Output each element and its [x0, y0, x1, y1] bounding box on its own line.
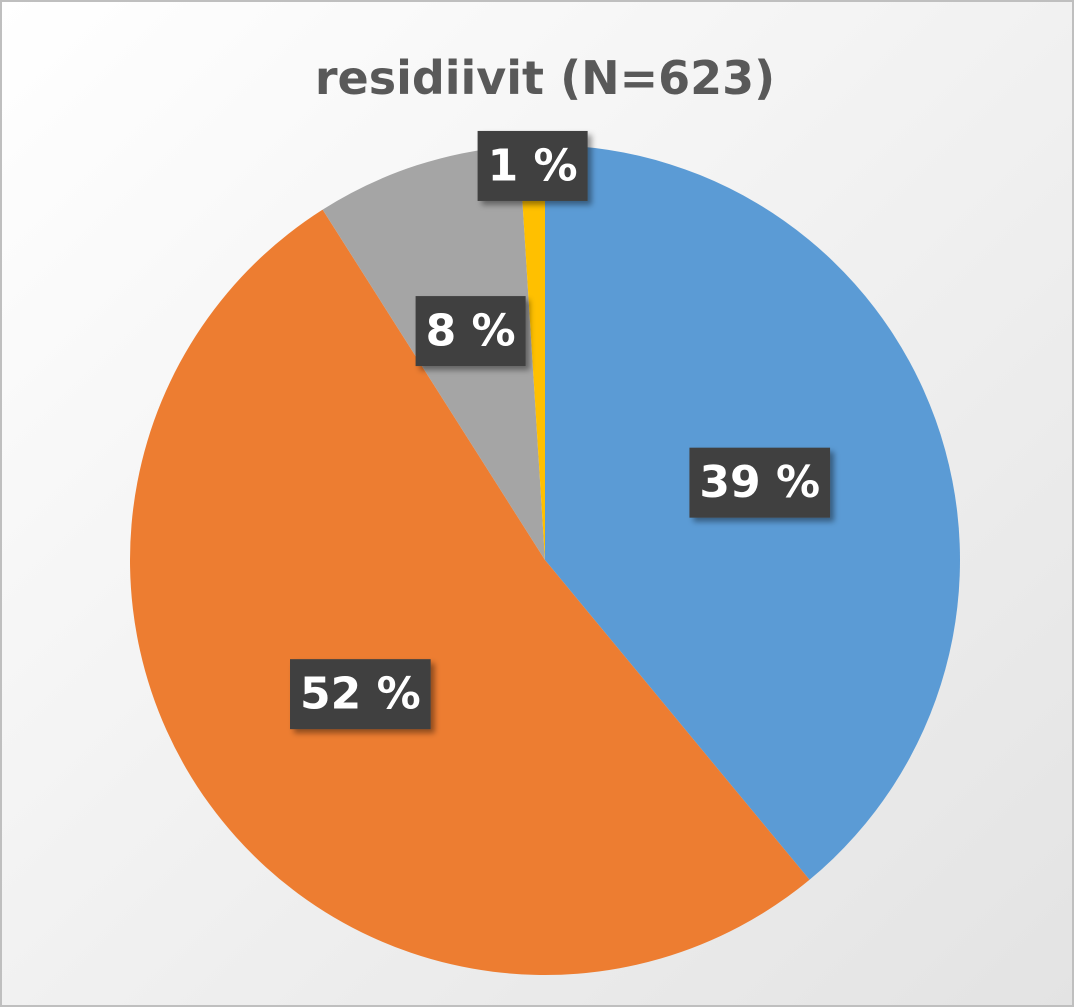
pie — [130, 145, 960, 975]
pie-slice — [130, 209, 810, 975]
chart-title: residiivit (N=623) — [315, 51, 775, 105]
data-label: 8 % — [426, 306, 516, 357]
data-label: 52 % — [300, 669, 421, 720]
data-label: 1 % — [488, 140, 578, 191]
pie-slice — [518, 145, 545, 560]
data-label-box — [477, 130, 588, 201]
data-labels: 39 % 52 % 8 % 1 % — [290, 130, 831, 730]
data-label-box — [290, 659, 431, 730]
data-label-box — [415, 296, 526, 367]
data-label: 39 % — [699, 457, 820, 508]
data-label-box — [689, 447, 831, 518]
